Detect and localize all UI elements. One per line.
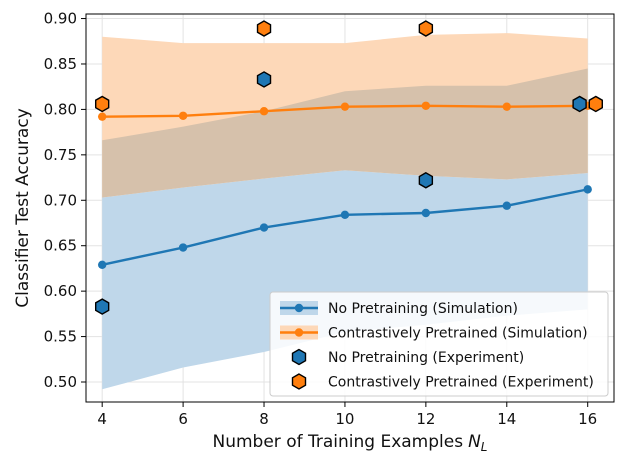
x-tick-label: 12: [416, 410, 435, 428]
x-tick-label: 16: [578, 410, 597, 428]
experiment-marker: [94, 95, 110, 113]
y-tick-label: 0.75: [44, 146, 77, 164]
legend-box: [269, 291, 609, 397]
x-tick-label: 14: [497, 410, 516, 428]
x-axis-label-subscript: L: [481, 440, 488, 454]
y-tick-label: 0.60: [44, 282, 77, 300]
data-point: [97, 260, 107, 269]
plot-frame: [85, 13, 615, 403]
legend-swatch-marker: [291, 348, 307, 366]
x-axis-label-symbol: N: [468, 432, 481, 452]
experiment-marker: [418, 171, 434, 189]
x-tick-label: 6: [178, 410, 188, 428]
y-tick-label: 0.90: [44, 10, 77, 28]
band-overlap: [102, 68, 588, 198]
experiment-marker: [418, 20, 434, 37]
data-point: [340, 102, 350, 111]
y-tick-label: 0.50: [44, 373, 77, 391]
experiment-marker: [256, 20, 272, 37]
data-point: [178, 243, 188, 252]
legend-swatch-marker: [291, 373, 307, 390]
legend-label: Contrastively Pretrained (Experiment): [328, 375, 594, 391]
experiment-marker: [588, 95, 603, 113]
data-point: [421, 101, 431, 110]
data-point: [583, 185, 592, 194]
band-no-pretraining: [102, 170, 588, 390]
experiment-markers: [94, 20, 603, 315]
legend-label: No Pretraining (Simulation): [328, 301, 518, 317]
data-point: [259, 107, 269, 116]
y-tick-label: 0.85: [44, 55, 77, 73]
data-point: [502, 201, 511, 210]
data-point: [421, 208, 431, 218]
legend-swatch-point: [294, 303, 304, 313]
series-lines: [97, 101, 592, 269]
x-axis-label-text: Number of Training Examples: [213, 432, 464, 452]
legend-swatch-point: [294, 328, 304, 337]
x-tick-label: 4: [97, 410, 107, 428]
data-point: [97, 112, 107, 121]
axis-ticks: 4 6 8 10 12 14 16 0.50 0.55 0.60 0.65 0.70 0.75 0.80 0…: [44, 10, 598, 428]
confidence-bands: [102, 33, 588, 390]
data-point: [340, 210, 350, 220]
data-point: [502, 102, 511, 111]
x-axis-label: Number of Training Examples NL: [213, 432, 488, 454]
y-tick-label: 0.80: [44, 100, 77, 118]
y-tick-label: 0.55: [44, 328, 77, 346]
data-point: [259, 223, 269, 232]
legend: No Pretraining (Simulation) Contrastively…: [269, 291, 609, 397]
y-tick-label: 0.65: [44, 237, 77, 255]
x-tick-label: 8: [259, 410, 269, 428]
legend-label: Contrastively Pretrained (Simulation): [328, 326, 588, 342]
x-tick-label: 10: [335, 410, 354, 428]
experiment-marker: [572, 95, 587, 113]
y-tick-label: 0.70: [44, 191, 77, 209]
y-axis-label: Classifier Test Accuracy: [13, 108, 33, 308]
experiment-marker: [94, 298, 110, 315]
experiment-marker: [256, 71, 272, 88]
legend-label: No Pretraining (Experiment): [328, 350, 524, 366]
data-point: [178, 111, 188, 120]
